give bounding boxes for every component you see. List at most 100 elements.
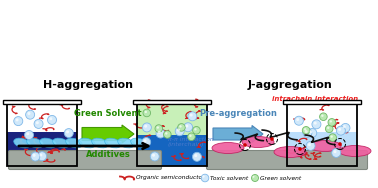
Circle shape: [178, 124, 185, 131]
Circle shape: [294, 116, 304, 125]
Circle shape: [48, 115, 57, 124]
Circle shape: [34, 119, 43, 128]
Circle shape: [338, 142, 342, 146]
Ellipse shape: [131, 138, 147, 148]
Circle shape: [28, 112, 31, 115]
Circle shape: [185, 124, 188, 127]
Circle shape: [33, 154, 36, 157]
Circle shape: [39, 154, 42, 157]
Circle shape: [319, 113, 327, 121]
Circle shape: [188, 112, 197, 121]
Circle shape: [194, 128, 197, 130]
Circle shape: [36, 121, 39, 124]
Circle shape: [25, 130, 34, 139]
Circle shape: [202, 175, 205, 178]
Ellipse shape: [14, 138, 30, 148]
Circle shape: [179, 125, 182, 128]
Ellipse shape: [118, 138, 134, 148]
Circle shape: [26, 110, 35, 119]
FancyArrow shape: [213, 126, 263, 143]
Circle shape: [330, 135, 333, 138]
Circle shape: [158, 131, 161, 134]
Text: Organic semiconductor: Organic semiconductor: [136, 176, 204, 180]
Circle shape: [155, 125, 163, 132]
Circle shape: [332, 148, 341, 157]
Circle shape: [150, 152, 159, 161]
FancyArrow shape: [82, 125, 134, 143]
Circle shape: [66, 130, 69, 133]
Circle shape: [37, 152, 46, 161]
Circle shape: [156, 126, 159, 129]
Circle shape: [189, 135, 192, 137]
Circle shape: [343, 125, 346, 128]
Ellipse shape: [66, 138, 82, 148]
Circle shape: [144, 111, 147, 113]
Circle shape: [15, 118, 19, 121]
Circle shape: [190, 114, 193, 117]
Circle shape: [306, 141, 315, 150]
Circle shape: [14, 117, 23, 126]
Circle shape: [338, 128, 341, 131]
Circle shape: [303, 128, 312, 137]
FancyBboxPatch shape: [3, 100, 81, 104]
Ellipse shape: [105, 138, 121, 148]
Circle shape: [193, 127, 200, 134]
Circle shape: [308, 128, 317, 137]
FancyBboxPatch shape: [283, 100, 361, 104]
Ellipse shape: [242, 136, 274, 148]
Bar: [7, 132, 77, 166]
Bar: [137, 104, 207, 166]
Circle shape: [253, 176, 254, 178]
Circle shape: [31, 152, 40, 161]
Text: Pre-aggregation: Pre-aggregation: [199, 109, 277, 118]
Circle shape: [194, 154, 197, 157]
Text: H-aggregation: H-aggregation: [43, 80, 133, 90]
Ellipse shape: [40, 138, 56, 148]
Ellipse shape: [53, 138, 69, 148]
Circle shape: [144, 125, 147, 128]
Circle shape: [302, 127, 310, 134]
Circle shape: [251, 174, 259, 181]
Text: Toxic solvent: Toxic solvent: [210, 176, 248, 180]
Circle shape: [192, 152, 201, 161]
Bar: [137, 135, 207, 166]
Text: Green Solvent: Green Solvent: [74, 109, 142, 118]
Circle shape: [341, 124, 350, 133]
Ellipse shape: [212, 143, 244, 153]
FancyBboxPatch shape: [206, 151, 367, 170]
Circle shape: [165, 132, 167, 135]
FancyBboxPatch shape: [133, 100, 211, 104]
Ellipse shape: [27, 138, 43, 148]
Circle shape: [328, 119, 336, 126]
Circle shape: [325, 125, 333, 133]
Bar: [7, 104, 77, 166]
Circle shape: [143, 109, 150, 117]
Circle shape: [144, 139, 147, 142]
Circle shape: [175, 127, 184, 136]
Ellipse shape: [274, 146, 306, 158]
Circle shape: [304, 128, 306, 130]
Circle shape: [201, 174, 209, 182]
Circle shape: [333, 150, 336, 153]
Circle shape: [312, 120, 321, 129]
Ellipse shape: [339, 146, 371, 156]
Circle shape: [177, 129, 180, 132]
Bar: [137, 104, 207, 135]
Text: intrachain interaction: intrachain interaction: [272, 96, 358, 102]
Circle shape: [143, 123, 151, 132]
Circle shape: [327, 127, 330, 129]
Text: Additives: Additives: [86, 150, 130, 159]
FancyBboxPatch shape: [8, 151, 161, 170]
Circle shape: [164, 131, 171, 138]
Circle shape: [184, 123, 192, 132]
Circle shape: [298, 147, 302, 151]
Circle shape: [187, 133, 195, 141]
Circle shape: [329, 134, 336, 141]
Bar: [287, 132, 357, 166]
Circle shape: [308, 143, 311, 146]
Circle shape: [336, 126, 345, 135]
Circle shape: [310, 130, 313, 133]
Circle shape: [156, 129, 165, 138]
Circle shape: [296, 118, 299, 121]
Circle shape: [152, 154, 155, 157]
